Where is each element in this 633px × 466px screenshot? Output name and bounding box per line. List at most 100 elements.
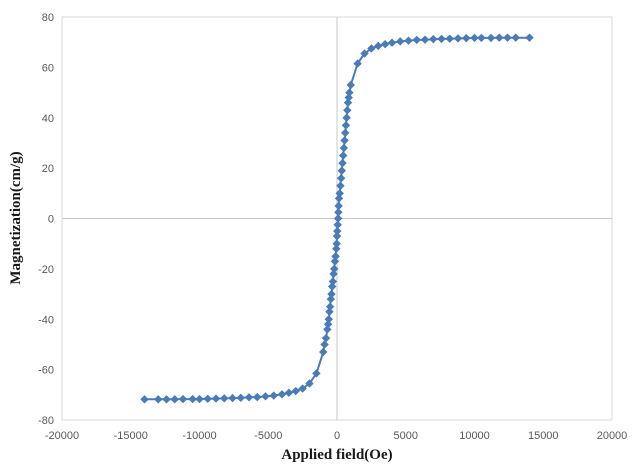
data-point — [327, 282, 337, 291]
data-point — [420, 35, 430, 44]
data-point — [462, 33, 471, 43]
x-tick-label: -20000 — [45, 430, 79, 442]
data-point — [396, 37, 405, 46]
data-point — [334, 194, 344, 203]
data-point — [321, 333, 331, 343]
data-point — [477, 33, 486, 43]
data-point — [525, 33, 534, 42]
data-point — [305, 379, 314, 388]
data-point — [339, 143, 349, 153]
data-point — [387, 38, 397, 47]
data-point — [495, 33, 504, 42]
data-point — [325, 302, 335, 311]
data-point — [470, 33, 479, 43]
data-point — [195, 394, 204, 404]
data-point — [346, 80, 355, 90]
data-point — [511, 33, 520, 42]
x-tick-label: 15000 — [528, 430, 559, 442]
data-point — [337, 166, 347, 175]
y-tick-label: 40 — [42, 113, 54, 125]
data-point — [244, 393, 254, 402]
data-point — [188, 394, 197, 404]
data-point — [333, 214, 343, 223]
data-point — [404, 36, 413, 45]
data-point — [343, 105, 352, 115]
data-point — [269, 391, 278, 400]
y-tick-label: -80 — [38, 415, 54, 427]
data-point — [332, 244, 341, 253]
data-point — [323, 325, 332, 334]
data-point — [341, 121, 351, 130]
data-point — [328, 277, 338, 286]
data-point — [312, 369, 321, 378]
data-point — [360, 49, 369, 58]
data-point — [341, 128, 350, 138]
data-point — [367, 44, 376, 53]
data-point — [334, 208, 343, 217]
data-point — [154, 395, 163, 404]
data-point — [412, 35, 421, 45]
data-point — [342, 113, 351, 122]
data-point — [325, 307, 334, 316]
x-axis-title: Applied field(Oe) — [281, 447, 392, 463]
y-tick-label: -60 — [38, 365, 54, 377]
data-point — [170, 395, 179, 404]
x-tick-labels: -20000 -15000 -10000 -5000 0 5000 10000 15000 20… — [45, 430, 627, 442]
data-point — [211, 394, 221, 403]
data-point — [336, 181, 345, 190]
x-tick-label: -5000 — [254, 430, 282, 442]
data-point — [335, 189, 344, 198]
data-point — [228, 393, 237, 403]
data-point — [331, 252, 340, 261]
data-point — [329, 269, 338, 279]
data-point — [162, 395, 171, 404]
data-point — [298, 384, 307, 393]
series-layer — [140, 33, 534, 404]
data-point — [261, 392, 270, 401]
data-point — [340, 136, 349, 145]
data-point — [429, 34, 438, 44]
data-point — [284, 388, 294, 397]
y-tick-label: 20 — [42, 163, 54, 175]
y-tick-label: 0 — [48, 214, 54, 226]
x-tick-label: 20000 — [597, 430, 628, 442]
data-point — [338, 158, 347, 168]
data-point — [330, 257, 340, 266]
y-tick-label: 80 — [42, 12, 54, 24]
data-point — [332, 239, 341, 248]
data-point — [277, 390, 287, 399]
data-point — [336, 174, 346, 183]
data-point — [374, 41, 383, 51]
data-point — [486, 33, 496, 43]
data-point — [445, 34, 454, 43]
data-point — [253, 392, 262, 402]
y-tick-label: -20 — [38, 264, 54, 276]
y-axis-title: Magnetization(cm/g) — [8, 151, 24, 284]
data-point — [291, 386, 300, 396]
data-point — [333, 220, 342, 229]
data-point — [334, 201, 343, 211]
x-tick-label: 5000 — [394, 430, 418, 442]
x-tick-label: -15000 — [114, 430, 148, 442]
data-point — [326, 294, 336, 304]
data-point — [380, 40, 390, 49]
x-tick-label: -10000 — [182, 430, 216, 442]
data-point — [220, 394, 229, 403]
y-tick-label: -40 — [38, 314, 54, 326]
data-point — [324, 315, 333, 324]
x-tick-label: 10000 — [459, 430, 490, 442]
data-point — [333, 226, 342, 236]
data-point — [327, 289, 336, 299]
data-point — [353, 59, 362, 68]
data-point — [178, 394, 188, 404]
data-point — [437, 34, 446, 44]
data-point — [453, 34, 463, 43]
data-point — [338, 151, 348, 160]
data-point — [332, 231, 342, 241]
data-point — [323, 320, 333, 329]
data-point — [344, 93, 353, 102]
data-point — [343, 98, 353, 107]
data-point — [330, 264, 339, 274]
